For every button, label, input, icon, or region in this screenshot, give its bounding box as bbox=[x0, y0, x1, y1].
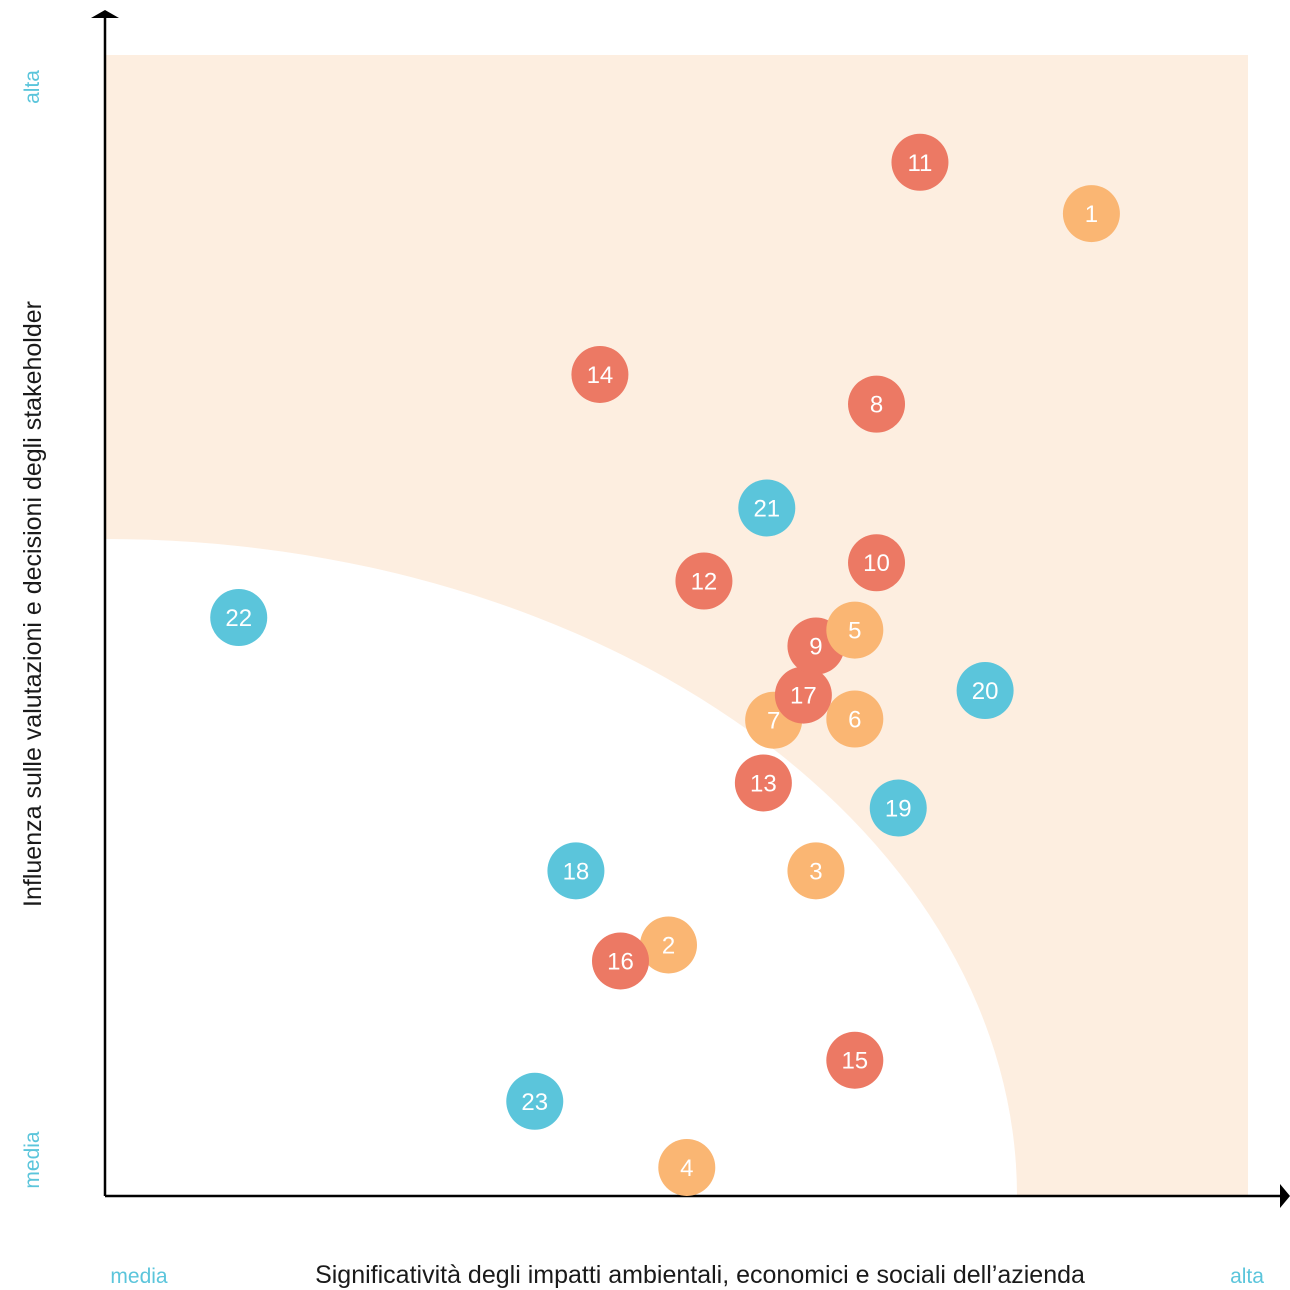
data-point-label: 4 bbox=[680, 1155, 693, 1182]
data-point-label: 16 bbox=[607, 948, 634, 975]
data-point-marker bbox=[848, 534, 906, 592]
data-point-label: 21 bbox=[753, 495, 780, 522]
data-point-label: 22 bbox=[225, 605, 252, 632]
data-point-label: 18 bbox=[563, 858, 590, 885]
data-point-label: 17 bbox=[790, 683, 817, 710]
y-axis-high-label: alta bbox=[21, 70, 44, 104]
y-axis-title: Influenza sulle valutazioni e decisioni … bbox=[19, 301, 47, 907]
x-axis-low-label: media bbox=[110, 1265, 168, 1288]
data-point-marker bbox=[571, 345, 629, 403]
data-point-10: 10 bbox=[848, 534, 906, 592]
data-point-label: 23 bbox=[521, 1089, 548, 1116]
data-point-label: 8 bbox=[870, 392, 883, 419]
x-axis-title: Significatività degli impatti ambientali… bbox=[315, 1261, 1085, 1289]
data-point-21: 21 bbox=[738, 479, 796, 537]
data-point-label: 13 bbox=[750, 770, 777, 797]
data-point-16: 16 bbox=[591, 932, 649, 990]
data-point-17: 17 bbox=[774, 666, 832, 724]
data-point-marker bbox=[210, 589, 268, 647]
data-point-label: 6 bbox=[848, 707, 861, 734]
x-axis-high-label: alta bbox=[1230, 1265, 1264, 1288]
x-axis-arrow-icon bbox=[1280, 1184, 1290, 1208]
data-point-12: 12 bbox=[675, 552, 733, 610]
data-point-marker bbox=[1062, 185, 1120, 243]
data-point-15: 15 bbox=[826, 1031, 884, 1089]
data-point-label: 2 bbox=[662, 932, 675, 959]
data-point-marker bbox=[774, 666, 832, 724]
data-points: 22 23 18 4 2 16 14 12 13 21 7 17 3 95 6 15 10 8 19 11 20 1 bbox=[210, 133, 1120, 1196]
data-point-marker bbox=[639, 916, 697, 974]
data-point-marker bbox=[506, 1072, 564, 1130]
data-point-22: 22 bbox=[210, 589, 268, 647]
data-point-label: 10 bbox=[863, 550, 890, 577]
data-point-19: 19 bbox=[869, 779, 927, 837]
data-point-label: 12 bbox=[691, 569, 718, 596]
data-point-label: 3 bbox=[809, 858, 822, 885]
data-point-4: 4 bbox=[658, 1138, 716, 1196]
data-point-marker bbox=[787, 842, 845, 900]
data-point-marker bbox=[826, 1031, 884, 1089]
y-axis-arrow-icon bbox=[91, 10, 119, 18]
data-point-marker bbox=[848, 375, 906, 433]
data-point-20: 20 bbox=[956, 662, 1014, 720]
materiality-zone bbox=[105, 55, 1248, 1196]
y-axis-low-label: media bbox=[21, 1131, 44, 1189]
data-point-marker bbox=[738, 479, 796, 537]
data-point-marker bbox=[591, 932, 649, 990]
data-point-marker bbox=[675, 552, 733, 610]
data-point-label: 9 bbox=[809, 634, 822, 661]
data-point-label: 11 bbox=[907, 150, 932, 177]
data-point-1: 1 bbox=[1062, 185, 1120, 243]
data-point-marker bbox=[826, 601, 884, 659]
data-point-label: 14 bbox=[587, 362, 614, 389]
data-point-14: 14 bbox=[571, 345, 629, 403]
data-point-label: 5 bbox=[848, 618, 861, 645]
data-point-2: 2 bbox=[639, 916, 697, 974]
data-point-5: 5 bbox=[826, 601, 884, 659]
data-point-23: 23 bbox=[506, 1072, 564, 1130]
data-point-marker bbox=[869, 779, 927, 837]
data-point-label: 15 bbox=[841, 1048, 868, 1075]
data-point-label: 20 bbox=[972, 678, 999, 705]
data-point-marker bbox=[891, 133, 949, 191]
data-point-13: 13 bbox=[734, 754, 792, 812]
data-point-11: 11 bbox=[891, 133, 949, 191]
data-point-3: 3 bbox=[787, 842, 845, 900]
data-point-marker bbox=[826, 690, 884, 748]
data-point-label: 19 bbox=[885, 796, 912, 823]
data-point-marker bbox=[547, 842, 605, 900]
data-point-8: 8 bbox=[848, 375, 906, 433]
axes bbox=[91, 10, 1290, 1208]
data-point-18: 18 bbox=[547, 842, 605, 900]
data-point-label: 1 bbox=[1085, 201, 1098, 228]
data-point-marker bbox=[956, 662, 1014, 720]
data-point-label: 7 bbox=[767, 708, 780, 735]
data-point-6: 6 bbox=[826, 690, 884, 748]
data-point-marker bbox=[658, 1138, 716, 1196]
data-point-marker bbox=[734, 754, 792, 812]
